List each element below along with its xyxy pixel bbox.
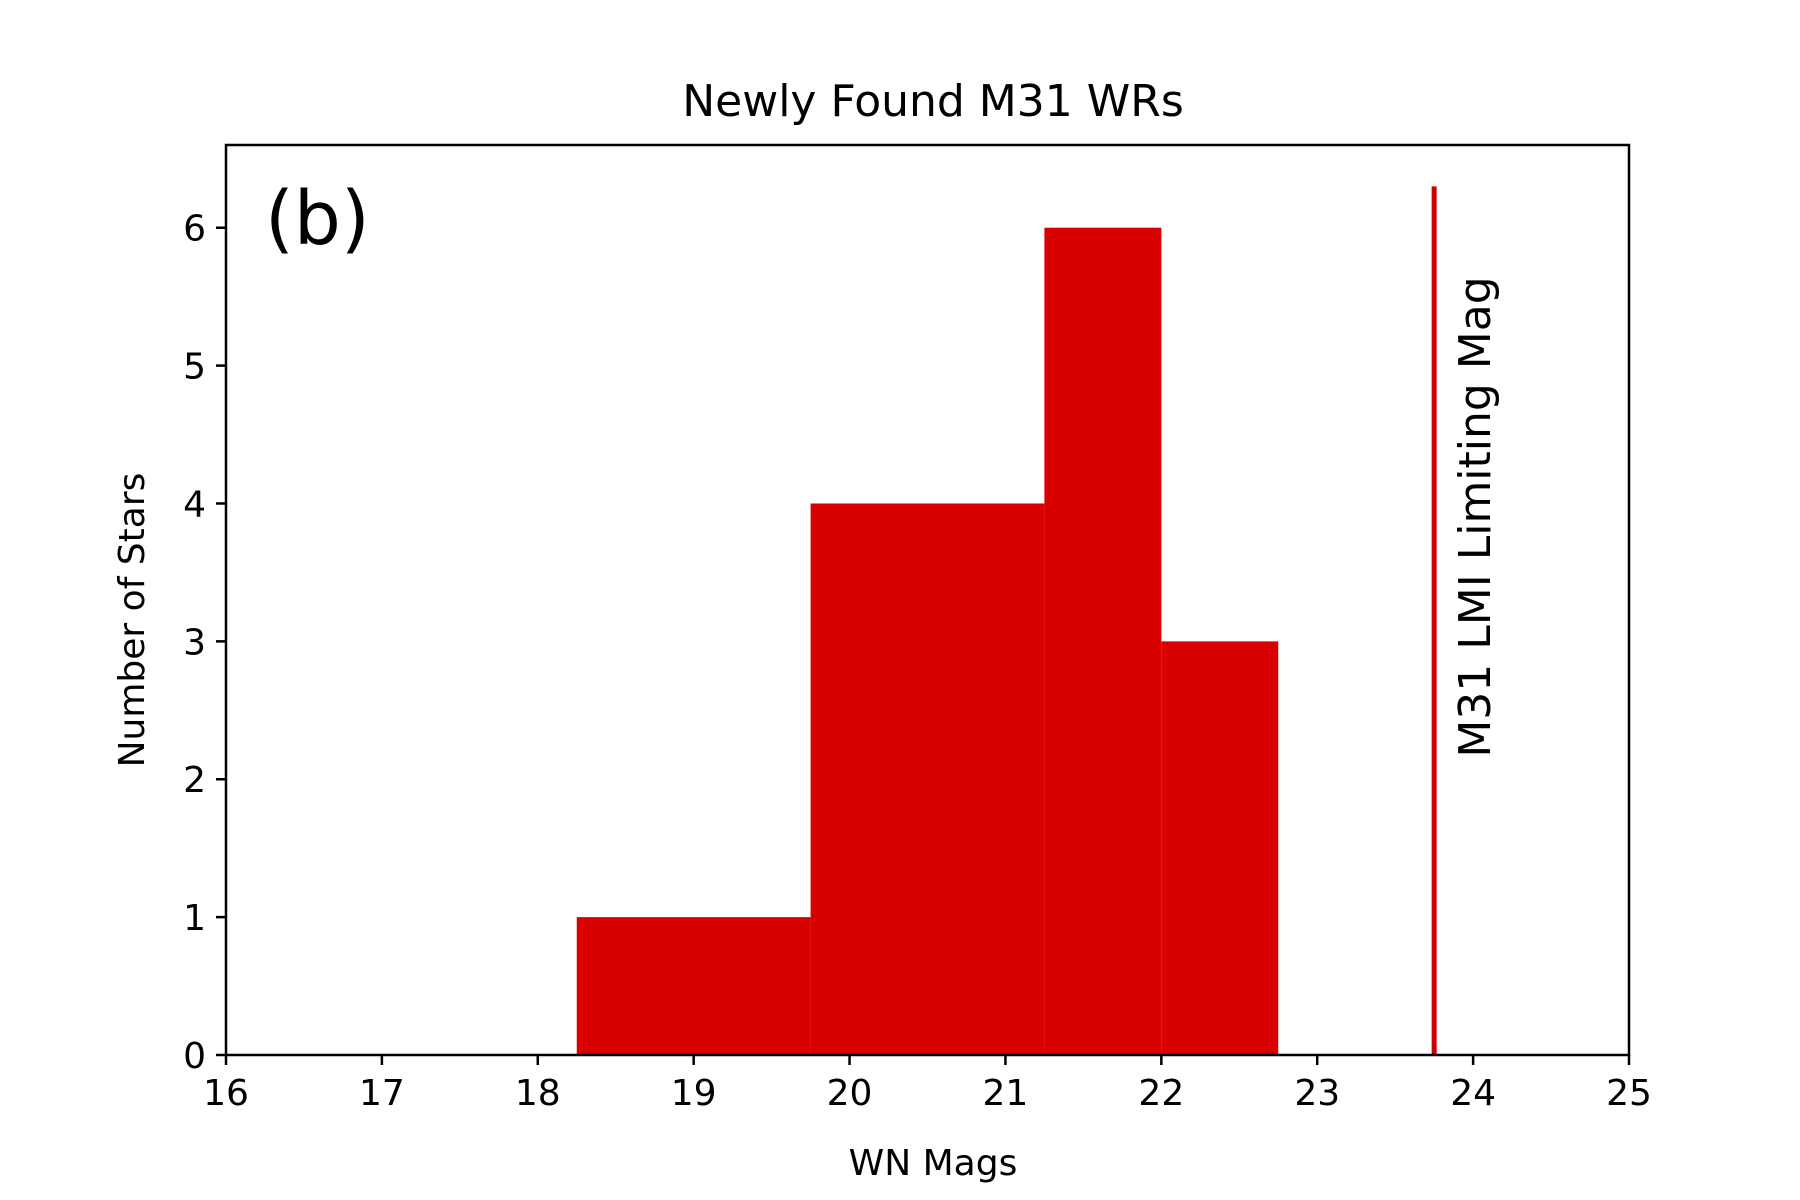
x-axis: 16 17 18 19 20 21 22 23 24 25 bbox=[203, 1055, 1652, 1114]
histogram-bar-4 bbox=[1161, 641, 1279, 1055]
y-axis-title: Number of Stars bbox=[112, 473, 153, 768]
y-tick-label-4: 4 bbox=[183, 484, 206, 525]
x-tick-label-4: 20 bbox=[827, 1073, 873, 1114]
y-tick-label-1: 1 bbox=[183, 898, 206, 939]
y-tick-label-5: 5 bbox=[183, 347, 206, 388]
histogram-bar-0 bbox=[576, 917, 811, 1055]
histogram-bar-1 bbox=[810, 503, 928, 1055]
histogram-bar-3 bbox=[1044, 227, 1162, 1055]
annotation-layer: M31 LMI Limiting Mag bbox=[1431, 186, 1501, 1055]
plot-frame bbox=[224, 143, 1631, 1057]
x-tick-label-6: 22 bbox=[1138, 1073, 1184, 1114]
x-axis-title: WN Mags bbox=[849, 1143, 1018, 1184]
chart-title: Newly Found M31 WRs bbox=[682, 76, 1184, 127]
y-tick-label-6: 6 bbox=[183, 209, 206, 250]
y-axis: 0 1 2 3 4 5 6 bbox=[183, 209, 226, 1077]
x-tick-label-5: 21 bbox=[983, 1073, 1029, 1114]
x-tick-label-3: 19 bbox=[671, 1073, 717, 1114]
x-tick-label-1: 17 bbox=[359, 1073, 405, 1114]
x-tick-label-7: 23 bbox=[1294, 1073, 1340, 1114]
x-tick-label-8: 24 bbox=[1450, 1073, 1496, 1114]
y-tick-label-0: 0 bbox=[183, 1036, 206, 1077]
x-tick-label-9: 25 bbox=[1606, 1073, 1652, 1114]
x-tick-label-0: 16 bbox=[203, 1073, 249, 1114]
y-tick-label-2: 2 bbox=[183, 760, 206, 801]
limiting-mag-label: M31 LMI Limiting Mag bbox=[1450, 276, 1501, 757]
y-tick-label-3: 3 bbox=[183, 622, 206, 663]
x-tick-label-2: 18 bbox=[515, 1073, 561, 1114]
panel-label: (b) bbox=[265, 176, 370, 262]
bars-layer bbox=[576, 227, 1279, 1055]
histogram-bar-2 bbox=[927, 503, 1045, 1055]
